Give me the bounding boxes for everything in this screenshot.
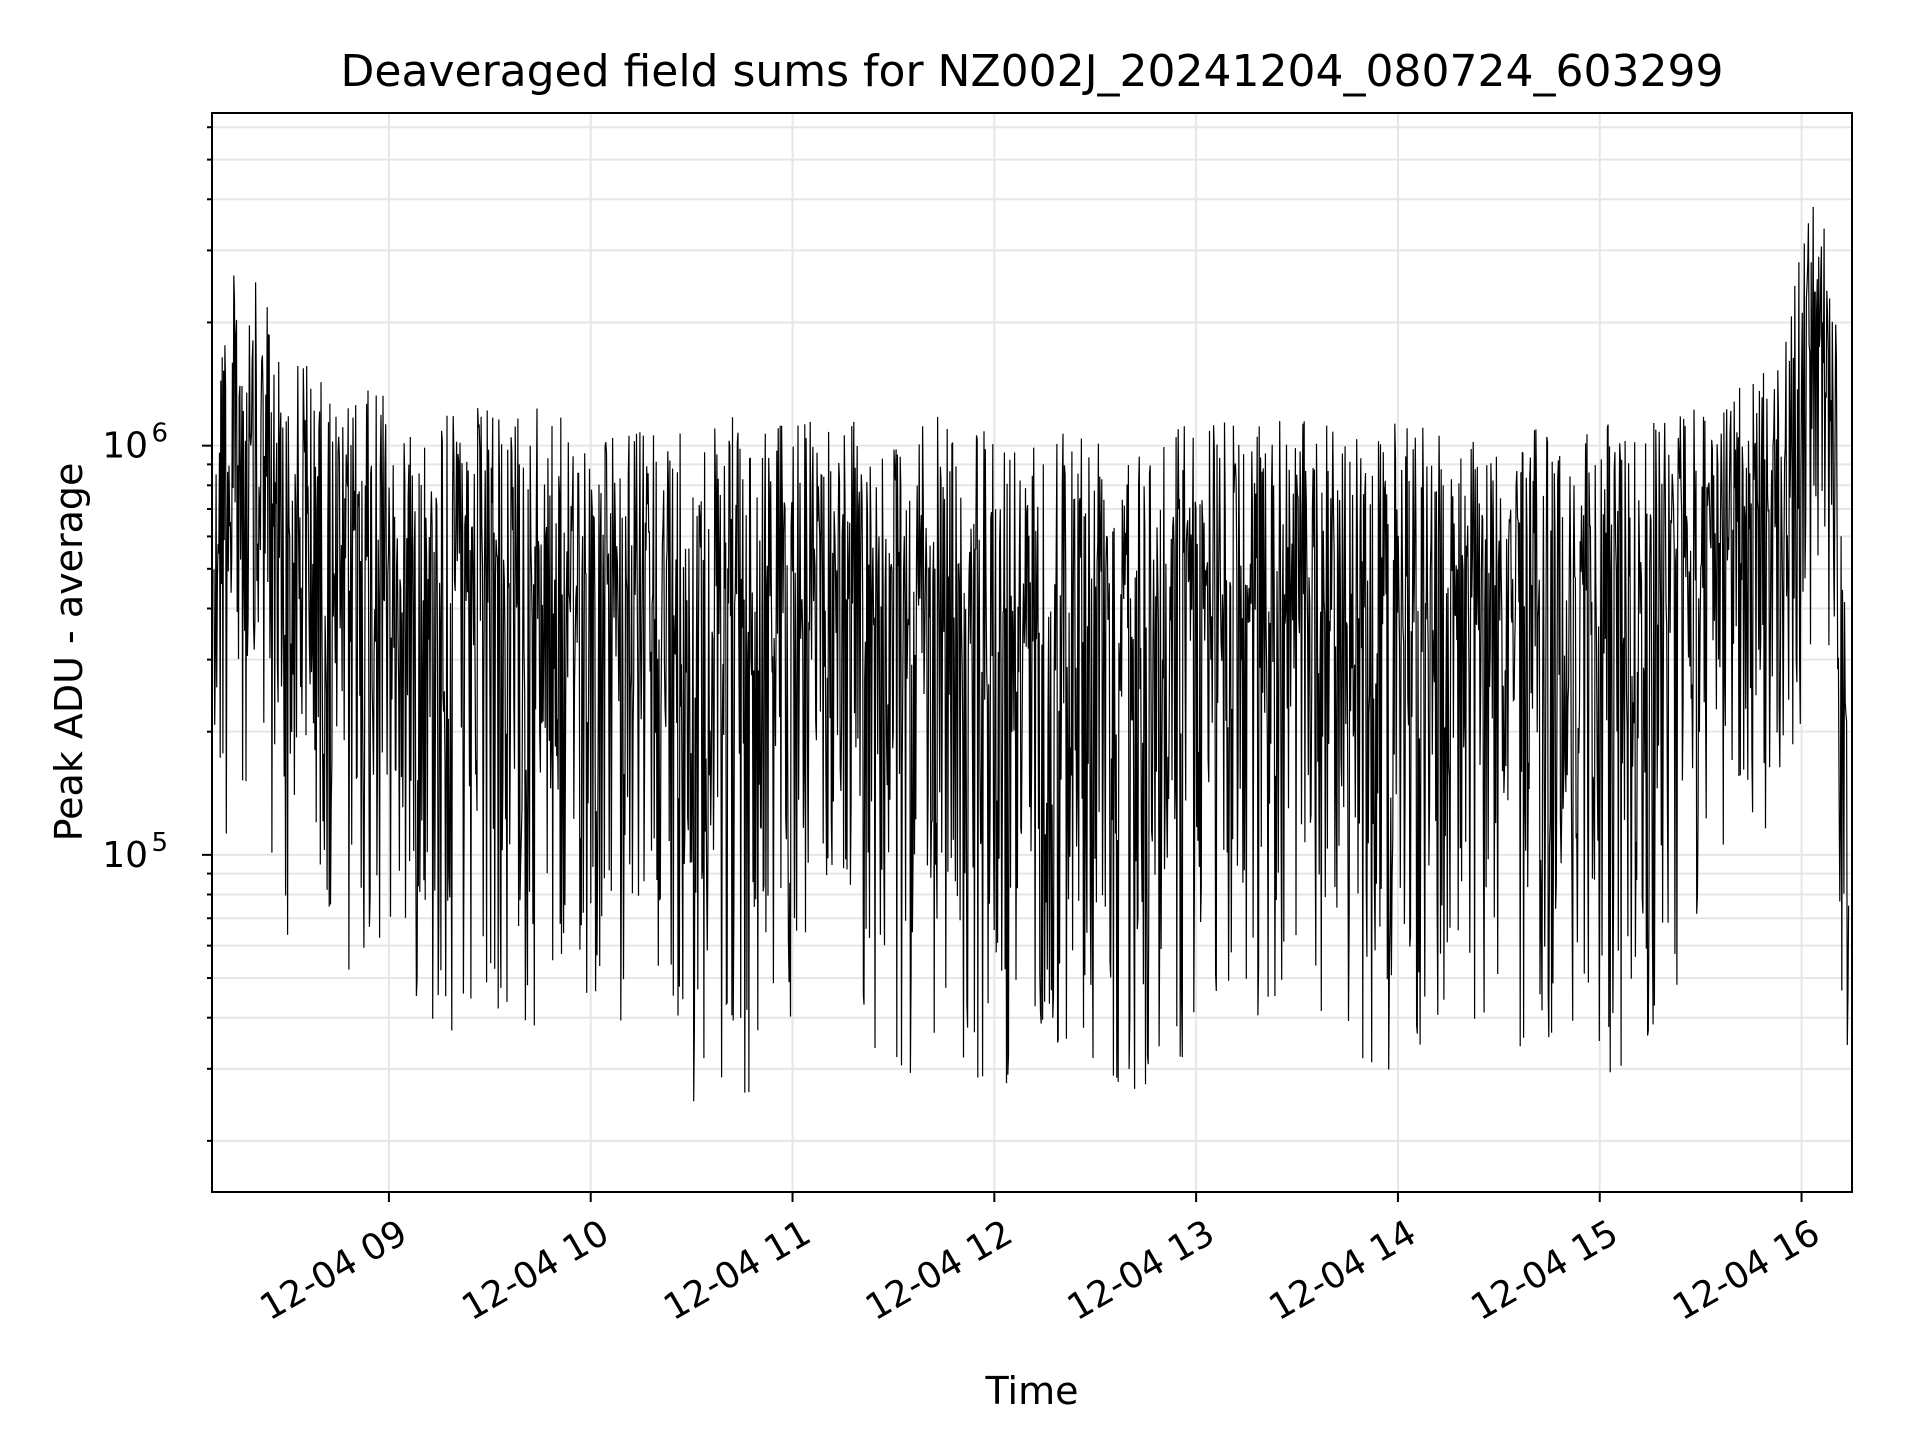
series-line xyxy=(213,206,1850,1102)
chart-title: Deaveraged field sums for NZ002J_2024120… xyxy=(341,46,1724,97)
y-tick-label: 10 xyxy=(102,426,148,467)
plot-frame xyxy=(211,112,1853,1193)
y-tick-label-exponent: 5 xyxy=(151,828,168,858)
y-axis-label: Peak ADU - average xyxy=(47,463,91,842)
y-tick-label: 10 xyxy=(102,835,148,876)
x-axis-label: Time xyxy=(985,1369,1079,1413)
y-tick-label-exponent: 6 xyxy=(151,419,168,449)
series-layer xyxy=(213,206,1850,1102)
